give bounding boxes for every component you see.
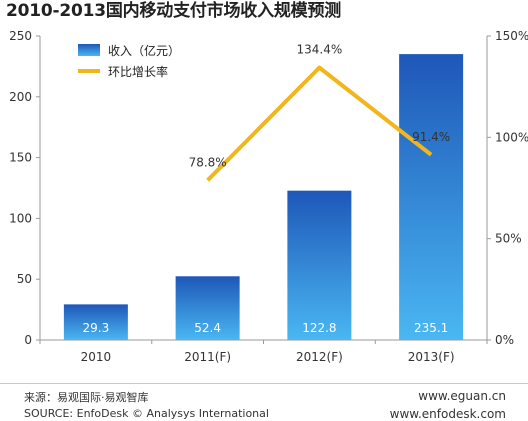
growth-rate-line xyxy=(206,65,433,182)
revenue-bar xyxy=(175,276,240,340)
source-url-eguan[interactable]: www.eguan.cn xyxy=(418,389,506,403)
source-cn: 来源：易观国际·易观智库 xyxy=(24,391,149,404)
legend-label-growth: 环比增长率 xyxy=(108,64,168,79)
source-url-enfodesk[interactable]: www.enfodesk.com xyxy=(389,407,506,421)
revenue-bar xyxy=(287,190,352,340)
right-axis-tick-label: 50% xyxy=(495,232,522,246)
x-axis-tick-label: 2010 xyxy=(81,350,112,364)
chart-title: 2010-2013国内移动支付市场收入规模预测 xyxy=(6,1,342,21)
left-axis-tick-label: 250 xyxy=(9,29,32,43)
revenue-bar-label: 29.3 xyxy=(83,321,110,335)
revenue-bar-label: 122.8 xyxy=(302,321,336,335)
x-axis-tick-label: 2013(F) xyxy=(408,350,455,364)
right-axis-tick-label: 0% xyxy=(495,333,514,347)
left-axis-tick-label: 0 xyxy=(24,333,32,347)
legend-label-revenue: 收入（亿元） xyxy=(108,43,180,58)
x-axis-tick-label: 2011(F) xyxy=(184,350,231,364)
revenue-bar xyxy=(63,304,128,340)
source-en: SOURCE: EnfoDesk © Analysys Internationa… xyxy=(24,407,269,420)
left-axis-tick-label: 100 xyxy=(9,211,32,225)
growth-rate-label: 134.4% xyxy=(296,43,342,57)
growth-rate-label: 91.4% xyxy=(412,130,450,144)
left-axis-tick-label: 50 xyxy=(17,272,32,286)
x-axis-tick-label: 2012(F) xyxy=(296,350,343,364)
revenue-bar-label: 52.4 xyxy=(194,321,221,335)
left-axis-tick-label: 150 xyxy=(9,151,32,165)
source-footer: 来源：易观国际·易观智库 SOURCE: EnfoDesk © Analysys… xyxy=(0,383,528,421)
left-axis-tick-label: 200 xyxy=(9,90,32,104)
revenue-bar-label: 235.1 xyxy=(414,321,448,335)
right-axis-tick-label: 100% xyxy=(495,130,528,144)
revenue-bar xyxy=(399,54,464,340)
right-axis-tick-label: 150% xyxy=(495,29,528,43)
revenue-growth-chart: 0 50 100 150 200 250 0% 50% 100% 150% 2010 2011(F) 2… xyxy=(9,29,528,364)
legend-swatch-revenue xyxy=(78,44,100,56)
growth-rate-label: 78.8% xyxy=(189,155,227,169)
